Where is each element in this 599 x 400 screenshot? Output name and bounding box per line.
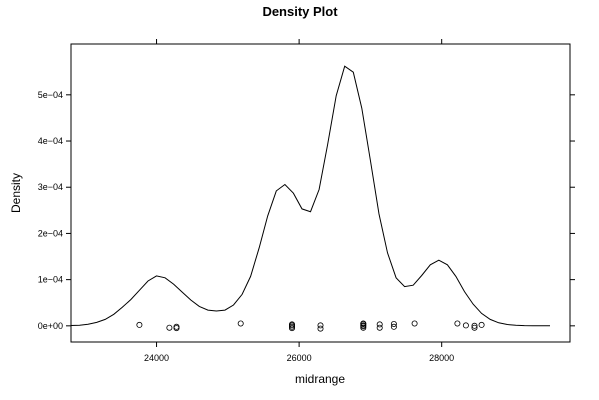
y-axis-label: Density (9, 173, 23, 213)
y-tick-label: 4e−04 (38, 136, 63, 146)
chart-title: Density Plot (262, 4, 338, 19)
rug-point (237, 320, 244, 327)
rug-point (317, 322, 324, 329)
rug-points (136, 320, 485, 332)
x-tick-label: 24000 (144, 353, 169, 363)
rug-point (136, 321, 143, 328)
rug-point (411, 320, 418, 327)
tick-labels: 24000 26000 28000 0e+00 1e−04 2e−04 3e−04 4e−04… (38, 90, 454, 363)
x-tick-label: 28000 (429, 353, 454, 363)
rug-point (376, 324, 383, 331)
plot-frame (70, 43, 571, 343)
y-tick-label: 1e−04 (38, 275, 63, 285)
rug-point (390, 323, 397, 330)
rug-point (390, 320, 397, 327)
rug-point (288, 321, 295, 328)
rug-point (288, 323, 295, 330)
rug-point (471, 324, 478, 331)
rug-point (478, 321, 485, 328)
rug-point (166, 324, 173, 331)
rug-point (360, 323, 367, 330)
rug-point (454, 320, 461, 327)
x-tick-label: 26000 (287, 353, 312, 363)
rug-point (462, 322, 469, 329)
rug-point (376, 321, 383, 328)
y-tick-label: 0e+00 (38, 321, 63, 331)
y-tick-label: 2e−04 (38, 228, 63, 238)
rug-point (471, 322, 478, 329)
rug-point (360, 320, 367, 327)
x-axis-label: midrange (295, 372, 345, 386)
rug-point (173, 325, 180, 332)
y-tick-label: 3e−04 (38, 182, 63, 192)
rug-point (317, 325, 324, 332)
y-tick-label: 5e−04 (38, 90, 63, 100)
tick-marks (66, 39, 575, 347)
density-curve (70, 65, 550, 327)
